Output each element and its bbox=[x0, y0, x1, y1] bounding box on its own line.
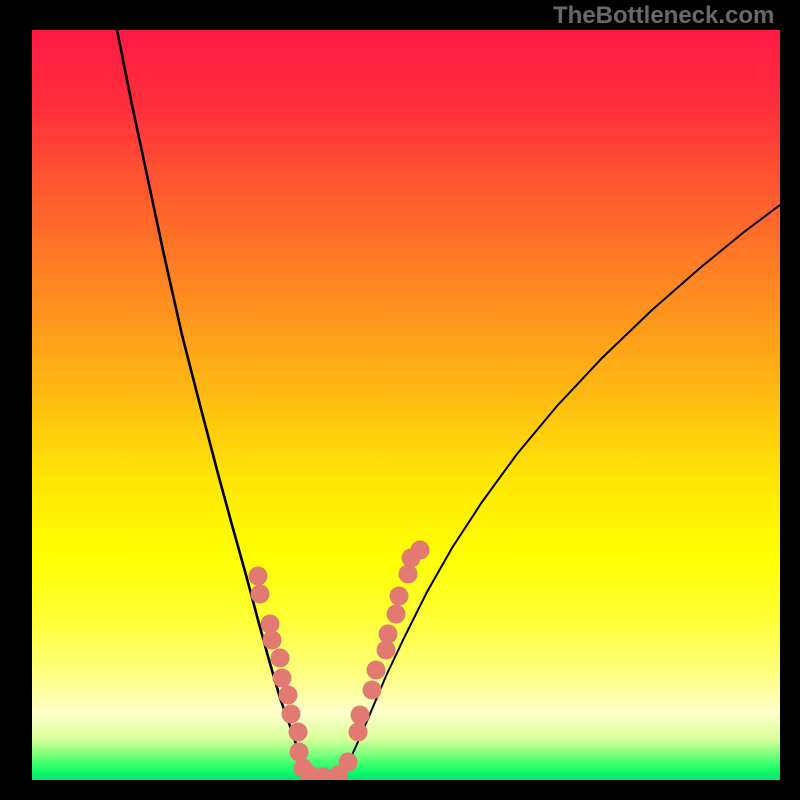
marker-dot bbox=[251, 585, 270, 604]
marker-dot bbox=[263, 631, 282, 650]
marker-dot bbox=[379, 625, 398, 644]
marker-dot bbox=[282, 705, 301, 724]
marker-dot bbox=[271, 649, 290, 668]
marker-dot bbox=[363, 681, 382, 700]
marker-group bbox=[249, 541, 430, 787]
marker-dot bbox=[279, 686, 298, 705]
curve-right bbox=[340, 205, 780, 778]
marker-dot bbox=[387, 605, 406, 624]
marker-dot bbox=[399, 565, 418, 584]
marker-dot bbox=[290, 743, 309, 762]
marker-dot bbox=[261, 615, 280, 634]
marker-dot bbox=[289, 723, 308, 742]
marker-dot bbox=[367, 661, 386, 680]
marker-dot bbox=[249, 567, 268, 586]
marker-dot bbox=[377, 641, 396, 660]
marker-dot bbox=[339, 753, 358, 772]
marker-dot bbox=[273, 669, 292, 688]
watermark-text: TheBottleneck.com bbox=[553, 2, 774, 30]
marker-dot bbox=[411, 541, 430, 560]
marker-dot bbox=[351, 706, 370, 725]
marker-dot bbox=[349, 723, 368, 742]
marker-dot bbox=[390, 587, 409, 606]
chart-overlay bbox=[0, 0, 800, 800]
